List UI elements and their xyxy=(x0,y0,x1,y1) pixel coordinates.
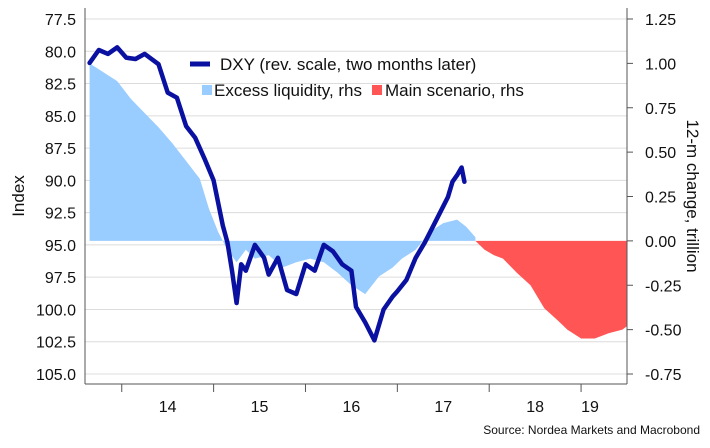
right-tick-label: 0.50 xyxy=(645,145,676,162)
left-tick-label: 90.0 xyxy=(45,173,76,190)
legend-label-main-scenario: Main scenario, rhs xyxy=(385,81,524,100)
left-tick-label: 85.0 xyxy=(45,109,76,126)
left-tick-label: 105.0 xyxy=(36,367,76,384)
right-tick-label: -0.50 xyxy=(645,323,682,340)
area-main-scenario-rhs xyxy=(475,240,627,339)
legend-label-excess-liquidity: Excess liquidity, rhs xyxy=(214,81,362,100)
x-tick-label: 15 xyxy=(251,399,269,416)
left-tick-label: 100.0 xyxy=(36,302,76,319)
x-tick-label: 17 xyxy=(434,399,452,416)
right-tick-label: 0.75 xyxy=(645,101,676,118)
left-tick-label: 80.0 xyxy=(45,44,76,61)
right-tick-label: 1.25 xyxy=(645,12,676,29)
right-tick-label: 0.00 xyxy=(645,234,676,251)
x-tick-label: 18 xyxy=(526,399,544,416)
legend-swatch-excess-liquidity xyxy=(202,85,212,95)
line-series xyxy=(87,45,467,343)
right-tick-label: -0.75 xyxy=(645,367,682,384)
right-tick-label: 1.00 xyxy=(645,56,676,73)
area-excess-liquidity-rhs xyxy=(89,63,476,295)
x-tick-label: 14 xyxy=(159,399,177,416)
right-tick-label: -0.25 xyxy=(645,278,682,295)
legend-label-dxy: DXY (rev. scale, two months later) xyxy=(220,55,476,74)
left-tick-label: 102.5 xyxy=(36,335,76,352)
x-tick-label: 19 xyxy=(581,399,599,416)
x-tick-label: 16 xyxy=(343,399,361,416)
left-tick-label: 82.5 xyxy=(45,77,76,94)
left-axis-title: Index xyxy=(9,175,28,217)
left-tick-label: 77.5 xyxy=(45,12,76,29)
area-series xyxy=(89,63,627,339)
left-tick-label: 87.5 xyxy=(45,141,76,158)
left-tick-label: 97.5 xyxy=(45,270,76,287)
left-tick-label: 95.0 xyxy=(45,238,76,255)
axes: 77.5 80.0 82.5 85.0 87.5 90.0 92.5 95.0 97.5 100.… xyxy=(36,8,682,416)
right-axis-title: 12-m change, trillion xyxy=(683,119,702,272)
legend: DXY (rev. scale, two months later) Exces… xyxy=(190,55,524,100)
line-dxy xyxy=(87,45,467,343)
left-tick-label: 92.5 xyxy=(45,206,76,223)
right-tick-label: 0.25 xyxy=(645,190,676,207)
source-note: Source: Nordea Markets and Macrobond xyxy=(483,423,700,437)
legend-swatch-main-scenario xyxy=(372,85,382,95)
